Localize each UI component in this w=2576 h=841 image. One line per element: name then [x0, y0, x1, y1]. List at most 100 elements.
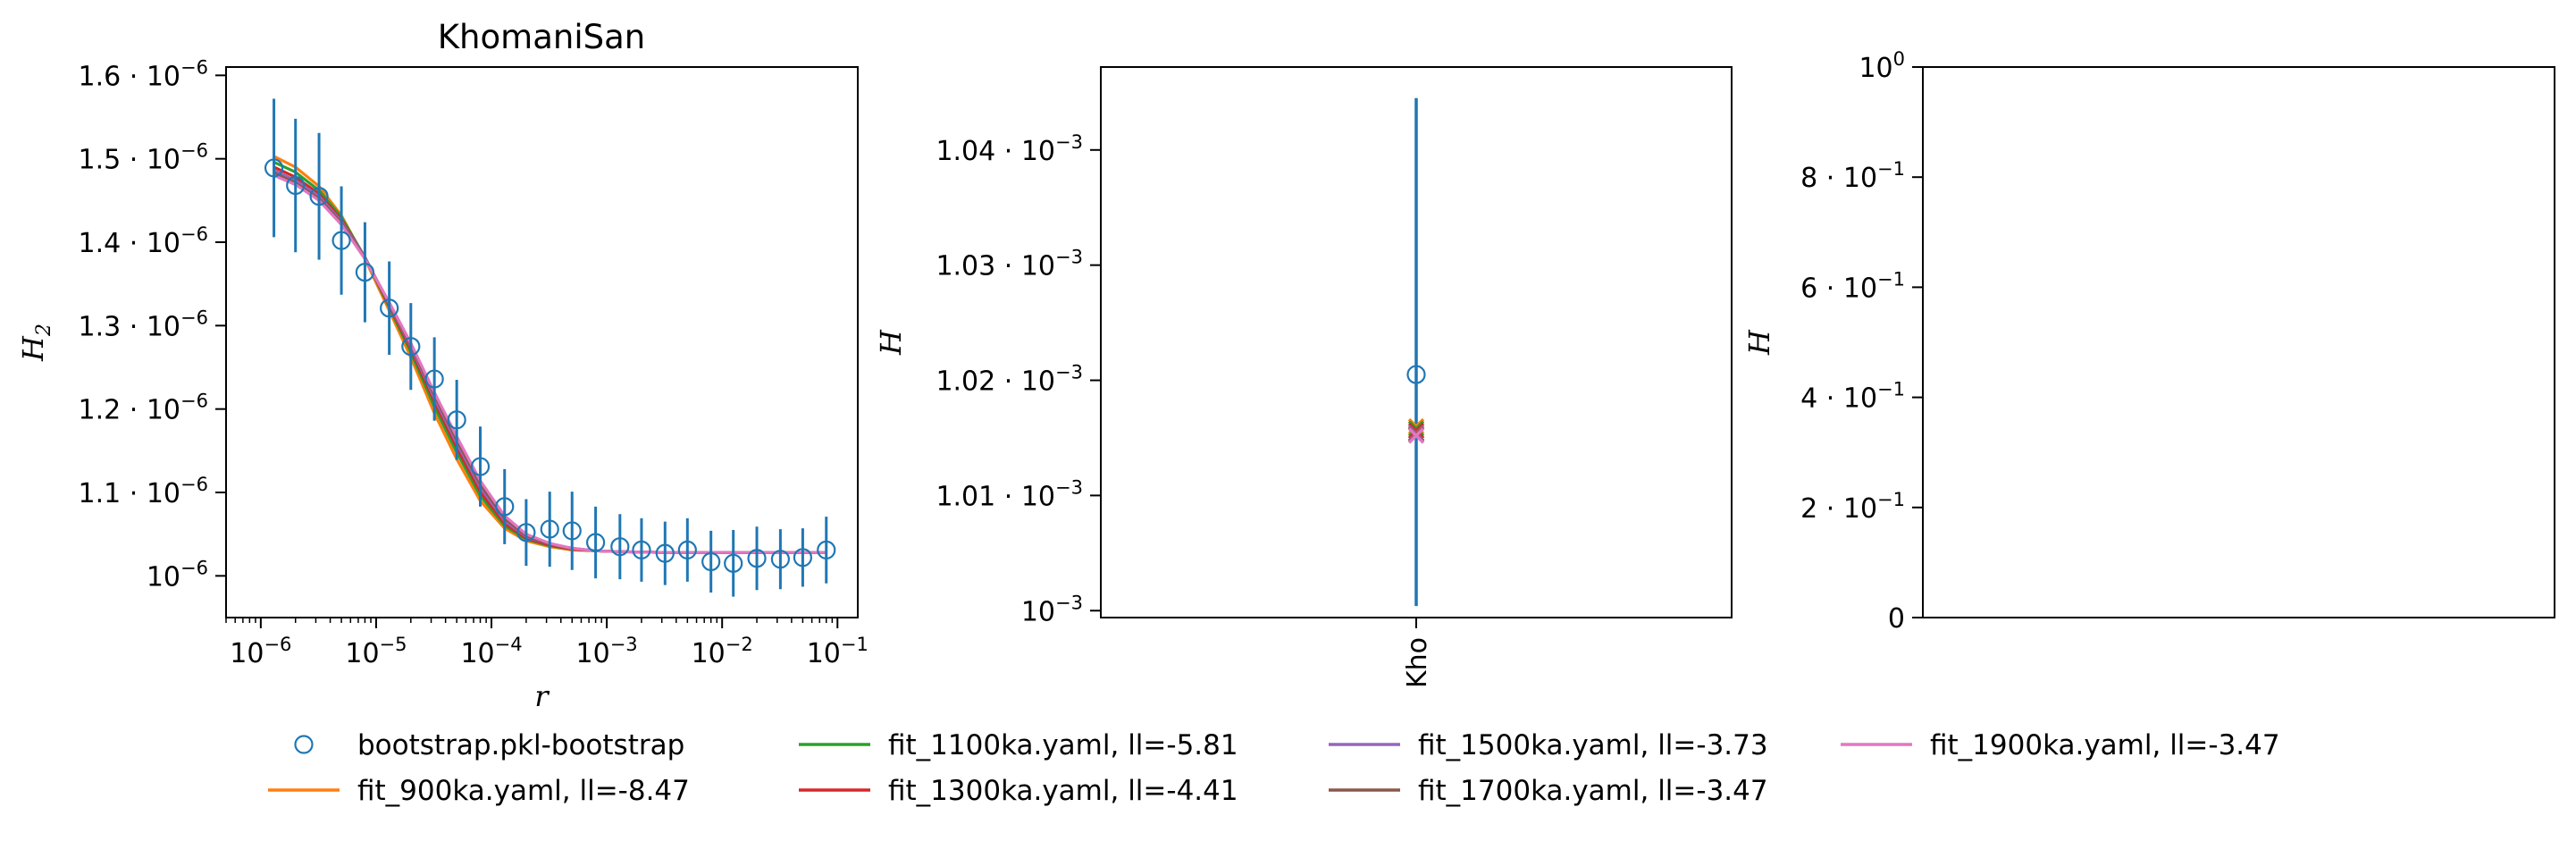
data-point [309, 187, 329, 206]
data-point [355, 263, 375, 282]
data-point [655, 543, 675, 563]
tick-label: 10−2 [692, 634, 753, 669]
plot-area [226, 67, 858, 618]
plot-area [1923, 67, 2555, 618]
tick-label-exponent: −3 [1055, 247, 1083, 268]
axes-frame [1922, 66, 2555, 618]
legend-label: fit_900ka.yaml, ll=-8.47 [357, 775, 690, 807]
data-point [724, 553, 743, 573]
fit-marker [1407, 427, 1425, 444]
data-point [495, 497, 515, 517]
legend-marker [294, 735, 314, 754]
legend-label: fit_1500ka.yaml, ll=-3.73 [1418, 729, 1768, 761]
tick-label-mantissa: 1.01 · 10 [936, 481, 1055, 512]
y-axis-label-main: H [16, 335, 50, 362]
tick-label-exponent: −6 [180, 307, 208, 328]
tick-label: 10−3 [576, 634, 638, 669]
y-axis-label: H [874, 329, 908, 356]
data-point [380, 299, 399, 318]
tick-label-exponent: −6 [180, 474, 208, 495]
tick-label: 10−4 [460, 634, 522, 669]
tick-label-mantissa: 10 [1859, 53, 1892, 84]
tick-label: 1.4 · 10−6 [79, 223, 208, 259]
tick-label-mantissa: 10 [230, 638, 264, 669]
tick-label: 0 [1888, 603, 1905, 635]
axes-frame [225, 66, 859, 618]
data-point [401, 337, 421, 357]
tick-label-mantissa: 10 [692, 638, 726, 669]
panel-h-kho: 10−31.01 · 10−31.02 · 10−31.03 · 10−31.0… [874, 66, 1733, 688]
tick-label: 1.1 · 10−6 [79, 474, 208, 509]
tick-label-mantissa: 1.2 · 10 [79, 395, 181, 426]
tick-label-mantissa: 1.02 · 10 [936, 366, 1055, 398]
tick-label-exponent: −1 [1877, 268, 1905, 290]
tick-label-mantissa: 10 [807, 638, 841, 669]
data-point [424, 369, 444, 389]
tick-label-mantissa: 8 · 10 [1800, 163, 1877, 194]
data-point [747, 549, 767, 568]
chart-title: KhomaniSan [438, 18, 645, 56]
tick-label: 1.5 · 10−6 [79, 140, 208, 176]
data-point [286, 175, 306, 196]
legend-label: fit_1300ka.yaml, ll=-4.41 [888, 775, 1238, 807]
data-point [562, 521, 582, 541]
tick-label: 1.2 · 10−6 [79, 391, 208, 426]
x-category-label: Kho [1402, 637, 1433, 688]
x-axis-label: r [534, 679, 550, 713]
tick-label-exponent: −6 [264, 634, 291, 655]
data-point [585, 533, 606, 552]
data-point [677, 540, 697, 560]
tick-label: 10−3 [1021, 592, 1083, 627]
tick-label-exponent: −4 [495, 634, 523, 655]
tick-label-mantissa: 10 [345, 638, 379, 669]
tick-label: 2 · 10−1 [1800, 489, 1905, 525]
tick-label: 100 [1859, 48, 1905, 84]
tick-label-mantissa: 1.04 · 10 [936, 136, 1055, 167]
legend-label: fit_1900ka.yaml, ll=-3.47 [1930, 729, 2280, 761]
tick-label: 1.6 · 10−6 [79, 56, 208, 92]
tick-label-exponent: −2 [726, 634, 753, 655]
tick-label-mantissa: 10 [460, 638, 494, 669]
tick-label-mantissa: 1.5 · 10 [79, 145, 181, 176]
data-point [470, 457, 491, 476]
tick-label-exponent: −1 [1877, 158, 1905, 180]
fit-marker [1407, 422, 1425, 440]
data-point [331, 231, 351, 250]
legend-label: fit_1100ka.yaml, ll=-5.81 [888, 729, 1238, 761]
tick-label: 4 · 10−1 [1800, 379, 1905, 415]
tick-label-mantissa: 0 [1888, 603, 1905, 635]
y-axis-label-sub: 2 [33, 324, 55, 337]
bootstrap-series [264, 98, 836, 597]
data-point [817, 540, 836, 560]
data-point [610, 537, 630, 557]
svg-text:H: H [874, 329, 908, 356]
tick-label-exponent: −3 [1055, 362, 1083, 383]
data-point [516, 523, 536, 542]
tick-label-mantissa: 1.03 · 10 [936, 251, 1055, 282]
tick-label: 6 · 10−1 [1800, 268, 1905, 304]
tick-label-exponent: −1 [841, 634, 868, 655]
data-point [540, 519, 559, 539]
tick-label: 8 · 10−1 [1800, 158, 1905, 194]
data-point [793, 548, 813, 568]
tick-label: 10−6 [147, 557, 208, 593]
tick-label: 10−5 [345, 634, 407, 669]
tick-label-mantissa: 1.6 · 10 [79, 61, 181, 92]
tick-label-mantissa: 1.1 · 10 [79, 478, 181, 509]
axis-ticks: 10−31.01 · 10−31.02 · 10−31.03 · 10−31.0… [936, 131, 1433, 688]
tick-label-exponent: −3 [1055, 131, 1083, 153]
axes-frame [1100, 66, 1733, 618]
y-axis-label: H2 [16, 324, 55, 362]
tick-label: 1.04 · 10−3 [936, 131, 1083, 167]
tick-label: 1.3 · 10−6 [79, 307, 208, 342]
panel-h2-vs-r: 10−6 10−5 10−4 10−3 10−2 10−110−61.1 · 10−61.… [16, 18, 868, 713]
tick-label-exponent: −6 [180, 557, 208, 578]
legend-label: fit_1700ka.yaml, ll=-3.47 [1418, 775, 1768, 807]
tick-label-mantissa: 1.3 · 10 [79, 311, 181, 342]
tick-label: 1.02 · 10−3 [936, 362, 1083, 398]
fit-marker [1407, 420, 1425, 437]
data-point [701, 551, 721, 572]
tick-label-exponent: −3 [610, 634, 638, 655]
tick-label-mantissa: 6 · 10 [1800, 273, 1877, 304]
